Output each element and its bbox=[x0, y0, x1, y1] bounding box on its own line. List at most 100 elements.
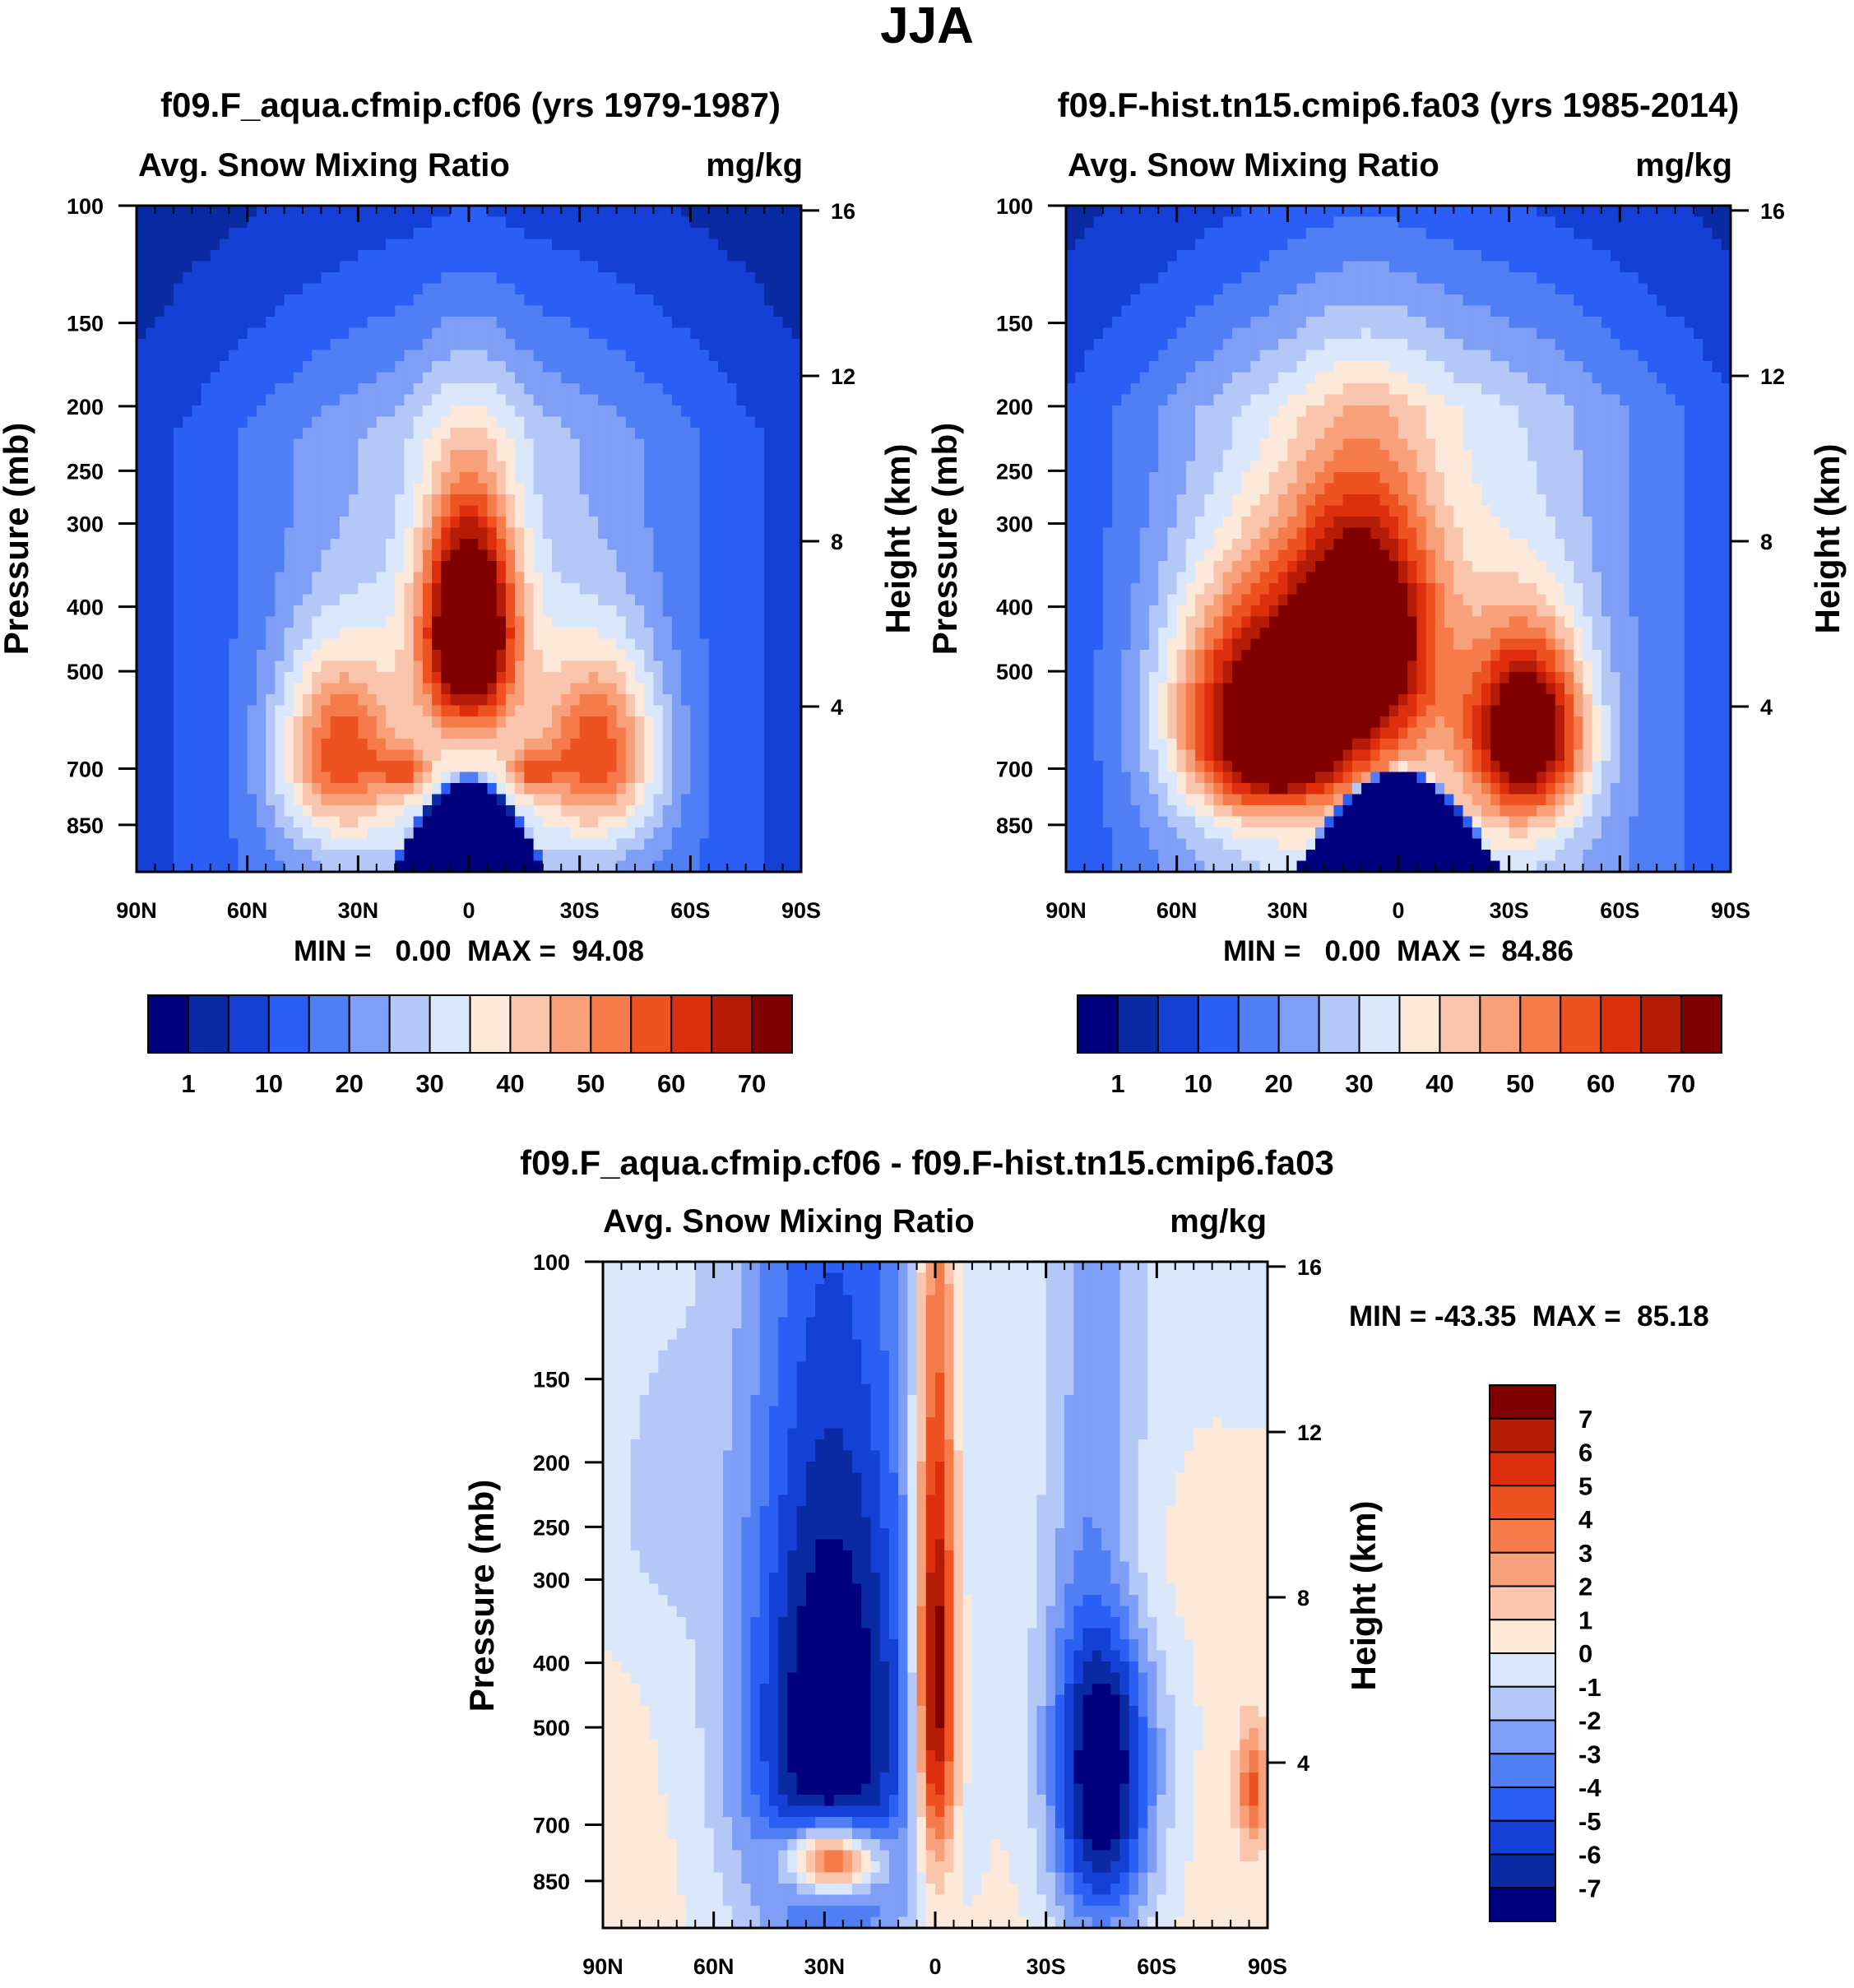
contour-cell bbox=[764, 261, 774, 273]
contour-cell bbox=[625, 483, 636, 495]
contour-cell bbox=[386, 794, 396, 806]
contour-cell bbox=[164, 605, 174, 618]
contour-cell bbox=[256, 327, 267, 340]
contour-cell bbox=[671, 517, 682, 529]
contour-cell bbox=[1425, 206, 1436, 218]
contour-cell bbox=[1167, 228, 1178, 240]
contour-cell bbox=[736, 549, 747, 562]
contour-cell bbox=[791, 283, 802, 295]
contour-cell bbox=[1638, 216, 1648, 229]
contour-cell bbox=[579, 672, 590, 684]
contour-cell bbox=[671, 461, 682, 473]
contour-cell bbox=[183, 794, 192, 806]
contour-cell bbox=[413, 339, 424, 351]
contour-cell bbox=[469, 327, 479, 340]
contour-cell bbox=[699, 805, 710, 818]
contour-cell bbox=[478, 505, 489, 517]
contour-cell bbox=[238, 683, 248, 695]
colorbar-swatch bbox=[147, 994, 189, 1054]
contour-cell bbox=[496, 472, 507, 484]
contour-cell bbox=[773, 517, 784, 529]
contour-cell bbox=[247, 228, 257, 240]
contour-cell bbox=[1601, 250, 1611, 262]
contour-cell bbox=[367, 405, 378, 418]
contour-cell bbox=[183, 317, 192, 329]
contour-cell bbox=[339, 772, 350, 784]
contour-cell bbox=[441, 517, 452, 529]
contour-cell bbox=[422, 772, 433, 784]
contour-cell bbox=[450, 294, 461, 307]
contour-cell bbox=[137, 805, 146, 818]
contour-cell bbox=[404, 816, 415, 828]
contour-cell bbox=[791, 727, 802, 739]
contour-cell bbox=[413, 228, 424, 240]
contour-cell bbox=[220, 816, 229, 828]
contour-cell bbox=[671, 850, 682, 862]
contour-cell bbox=[598, 772, 608, 784]
contour-cell bbox=[487, 428, 498, 440]
contour-cell bbox=[1121, 250, 1132, 262]
contour-cell bbox=[653, 216, 664, 229]
contour-cell bbox=[210, 561, 220, 573]
contour-cell bbox=[505, 239, 516, 251]
contour-cell bbox=[718, 216, 728, 229]
contour-cell bbox=[579, 283, 590, 295]
contour-cell bbox=[1546, 272, 1556, 285]
contour-cell bbox=[607, 527, 618, 540]
contour-cell bbox=[220, 405, 229, 418]
contour-cell bbox=[681, 783, 691, 795]
contour-cell bbox=[625, 650, 636, 662]
contour-cell bbox=[146, 549, 156, 562]
contour-cell bbox=[201, 694, 211, 707]
contour-cell bbox=[173, 860, 183, 873]
contour-cell bbox=[164, 638, 174, 651]
contour-cell bbox=[505, 749, 516, 762]
contour-cell bbox=[515, 216, 525, 229]
contour-cell bbox=[1620, 206, 1630, 218]
contour-cell bbox=[376, 783, 387, 795]
contour-cell bbox=[256, 416, 267, 429]
contour-cell bbox=[1185, 261, 1196, 273]
contour-cell bbox=[561, 272, 572, 285]
contour-cell bbox=[662, 561, 673, 573]
contour-cell bbox=[321, 327, 331, 340]
contour-cell bbox=[367, 450, 378, 462]
contour-cell bbox=[505, 761, 516, 773]
contour-cell bbox=[1370, 261, 1381, 273]
contour-cell bbox=[598, 272, 608, 285]
contour-cell bbox=[441, 494, 452, 507]
contour-cell bbox=[496, 683, 507, 695]
contour-cell bbox=[192, 772, 202, 784]
contour-cell bbox=[764, 383, 774, 396]
contour-cell bbox=[653, 805, 664, 818]
contour-cell bbox=[570, 783, 581, 795]
contour-cell bbox=[718, 261, 728, 273]
contour-cell bbox=[395, 405, 406, 418]
contour-cell bbox=[339, 461, 350, 473]
contour-cell bbox=[459, 694, 470, 707]
contour-cell bbox=[533, 783, 544, 795]
contour-cell bbox=[561, 517, 572, 529]
contour-cell bbox=[256, 216, 267, 229]
contour-cell bbox=[681, 694, 691, 707]
contour-cell bbox=[644, 283, 655, 295]
contour-cell bbox=[505, 694, 516, 707]
contour-cell bbox=[256, 461, 267, 473]
contour-cell bbox=[404, 749, 415, 762]
contour-cell bbox=[764, 517, 774, 529]
contour-cell bbox=[229, 206, 239, 218]
contour-cell bbox=[386, 428, 396, 440]
contour-cell bbox=[745, 683, 756, 695]
contour-cell bbox=[1518, 272, 1528, 285]
contour-cell bbox=[386, 650, 396, 662]
contour-cell bbox=[229, 472, 239, 484]
colorbar-label: 1 bbox=[181, 1069, 195, 1098]
contour-cell bbox=[192, 450, 202, 462]
contour-cell bbox=[598, 350, 608, 362]
contour-cell bbox=[478, 628, 489, 640]
contour-cell bbox=[478, 517, 489, 529]
contour-cell bbox=[671, 272, 682, 285]
contour-cell bbox=[635, 317, 645, 329]
contour-cell bbox=[561, 705, 572, 717]
contour-cell bbox=[275, 228, 285, 240]
